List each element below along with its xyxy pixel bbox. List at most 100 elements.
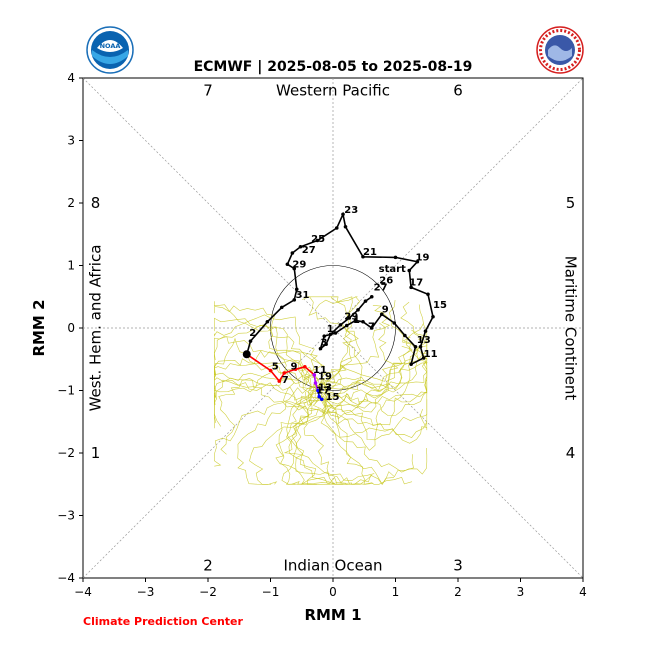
region-label-right: Maritime Continent xyxy=(562,256,580,401)
series-point xyxy=(407,268,412,273)
day-label: 13 xyxy=(417,335,431,346)
ensemble-member-line xyxy=(309,322,399,414)
day-label: 11 xyxy=(313,365,327,376)
x-tick-label: −3 xyxy=(137,585,155,599)
series-point xyxy=(293,367,298,372)
y-tick-label: −3 xyxy=(57,509,75,523)
day-label: 5 xyxy=(272,361,279,372)
series-point xyxy=(312,373,317,377)
nws-logo xyxy=(536,26,584,74)
series-point xyxy=(341,212,345,217)
series-point xyxy=(423,329,428,333)
day-label: 19 xyxy=(318,371,332,382)
series-point xyxy=(315,238,320,243)
series-point xyxy=(361,319,365,324)
phase-label: 1 xyxy=(91,444,101,462)
y-tick-label: −1 xyxy=(57,384,75,398)
day-label: 2 xyxy=(249,328,256,339)
series-point xyxy=(268,368,273,373)
series-point xyxy=(248,339,253,343)
day-label: 1 xyxy=(327,324,334,335)
series-point xyxy=(313,381,318,385)
region-label-bottom: Indian Ocean xyxy=(283,557,382,575)
region-label-top: Western Pacific xyxy=(276,82,390,100)
series-point xyxy=(343,224,348,229)
day-label: 11 xyxy=(424,349,438,360)
chart-title: ECMWF | 2025-08-05 to 2025-08-19 xyxy=(194,59,473,75)
day-label: 9 xyxy=(291,361,298,372)
phase-label: 6 xyxy=(453,82,463,100)
region-label-left: West. Hem. and Africa xyxy=(87,245,105,412)
day-label: 27 xyxy=(374,283,388,294)
series-point xyxy=(418,344,423,349)
ensemble-member-line xyxy=(315,329,427,409)
series-point xyxy=(316,388,320,393)
series-point xyxy=(285,262,290,267)
ensemble-member-line xyxy=(281,402,338,485)
ensemble-member-line xyxy=(308,296,359,404)
series-point xyxy=(277,379,282,383)
series-point xyxy=(317,394,322,399)
x-tick-label: 0 xyxy=(329,585,337,599)
ensemble-member-line xyxy=(326,304,428,398)
ensemble-member-line xyxy=(314,296,361,386)
series-point xyxy=(353,318,358,323)
day-label: 27 xyxy=(302,245,316,256)
day-label: 17 xyxy=(316,386,330,397)
x-tick-label: 2 xyxy=(454,585,462,599)
ensemble-member-line xyxy=(214,301,325,402)
ensemble-member-line xyxy=(214,317,331,400)
ensemble-member-line xyxy=(237,401,306,485)
series-point xyxy=(322,334,327,338)
x-axis-label: RMM 1 xyxy=(304,606,361,624)
ensemble-member-line xyxy=(327,357,428,426)
series-point xyxy=(290,251,295,255)
series-point xyxy=(294,287,299,292)
series-point xyxy=(431,314,435,319)
series-point xyxy=(328,332,333,337)
day-label: 1 xyxy=(353,315,360,326)
ensemble-member-line xyxy=(317,395,428,475)
y-axis-label: RMM 2 xyxy=(30,299,48,356)
ensemble-member-line xyxy=(213,358,328,401)
ensemble-member-line xyxy=(291,403,373,485)
series-point xyxy=(298,244,303,249)
series-point xyxy=(324,342,328,347)
y-tick-label: −4 xyxy=(57,571,75,585)
x-tick-label: −4 xyxy=(74,585,92,599)
series-point xyxy=(369,294,374,299)
day-label: start xyxy=(379,264,406,275)
series-point xyxy=(369,326,374,330)
series-point xyxy=(409,362,413,367)
day-label: 21 xyxy=(363,247,377,258)
series-point xyxy=(413,344,418,349)
phase-label: 5 xyxy=(566,194,576,212)
footer-credit: Climate Prediction Center xyxy=(83,615,243,628)
ensemble-member-line xyxy=(312,394,414,485)
series-point xyxy=(279,305,284,310)
ensemble-member-line xyxy=(286,392,348,485)
day-label: 9 xyxy=(382,304,389,315)
phase-label: 7 xyxy=(203,82,213,100)
series-point xyxy=(415,259,420,264)
series-point xyxy=(356,308,360,312)
series-point xyxy=(265,319,270,324)
series-point xyxy=(379,312,384,317)
series-point xyxy=(334,226,339,230)
observed-end-marker xyxy=(242,350,251,359)
ensemble-member-line xyxy=(249,392,329,485)
series-point xyxy=(303,364,307,369)
y-tick-label: 2 xyxy=(67,196,75,210)
ensemble-member-line xyxy=(321,300,411,386)
ensemble-member-line xyxy=(309,323,424,407)
day-label: 3 xyxy=(321,338,328,349)
day-label: 15 xyxy=(433,300,447,311)
ensemble-member-line xyxy=(307,305,391,398)
noaa-logo: NOAA xyxy=(86,26,134,74)
series-point xyxy=(421,356,426,360)
day-label: 13 xyxy=(318,383,332,394)
x-tick-label: 1 xyxy=(392,585,400,599)
phase-label: 4 xyxy=(566,444,576,462)
